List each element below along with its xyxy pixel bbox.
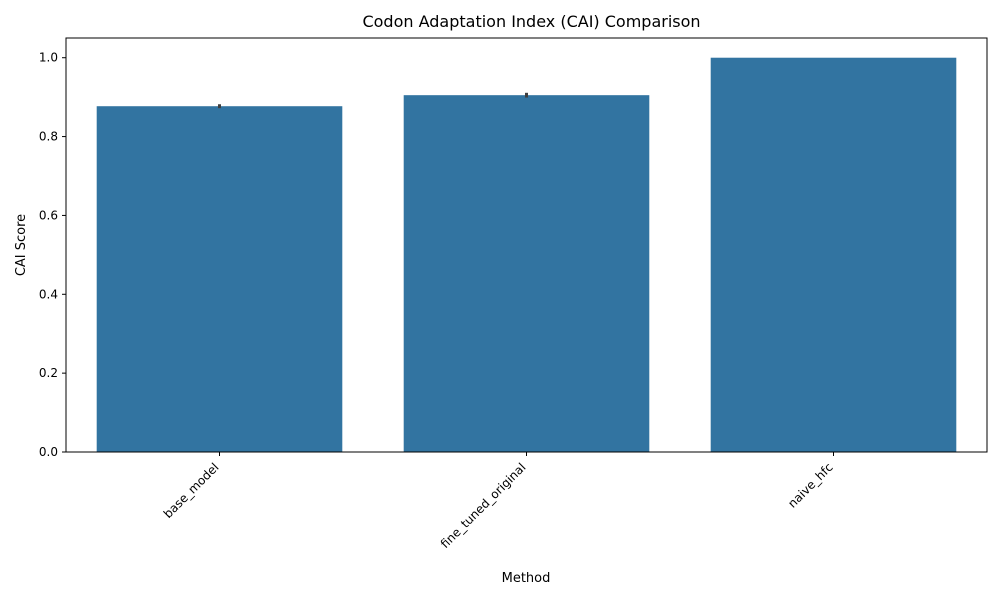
x-axis: base_model fine_tuned_original naive_hfc xyxy=(161,452,836,551)
x-tick-label-fine_tuned_original: fine_tuned_original xyxy=(438,460,529,551)
chart-title: Codon Adaptation Index (CAI) Comparison xyxy=(362,12,700,31)
y-axis: 0.0 0.2 0.4 0.6 0.8 1.0 xyxy=(39,51,66,459)
y-tick-label-0.6: 0.6 xyxy=(39,208,58,222)
plot-frame xyxy=(65,37,988,453)
y-tick-label-1.0: 1.0 xyxy=(39,51,58,65)
x-axis-label: Method xyxy=(502,571,551,586)
bar-naive_hfc xyxy=(710,57,957,452)
y-tick-label-0.0: 0.0 xyxy=(39,445,58,459)
x-tick-label-naive_hfc: naive_hfc xyxy=(785,460,835,510)
y-tick-label-0.4: 0.4 xyxy=(39,287,58,301)
y-tick-label-0.2: 0.2 xyxy=(39,366,58,380)
y-tick-label-0.8: 0.8 xyxy=(39,130,58,144)
y-axis-label: CAI Score xyxy=(14,214,29,276)
bars-group xyxy=(96,57,957,453)
bar-base_model xyxy=(96,106,343,452)
bar-fine_tuned_original xyxy=(403,95,650,453)
x-tick-label-base_model: base_model xyxy=(161,460,222,521)
error-bars-group xyxy=(218,92,528,109)
